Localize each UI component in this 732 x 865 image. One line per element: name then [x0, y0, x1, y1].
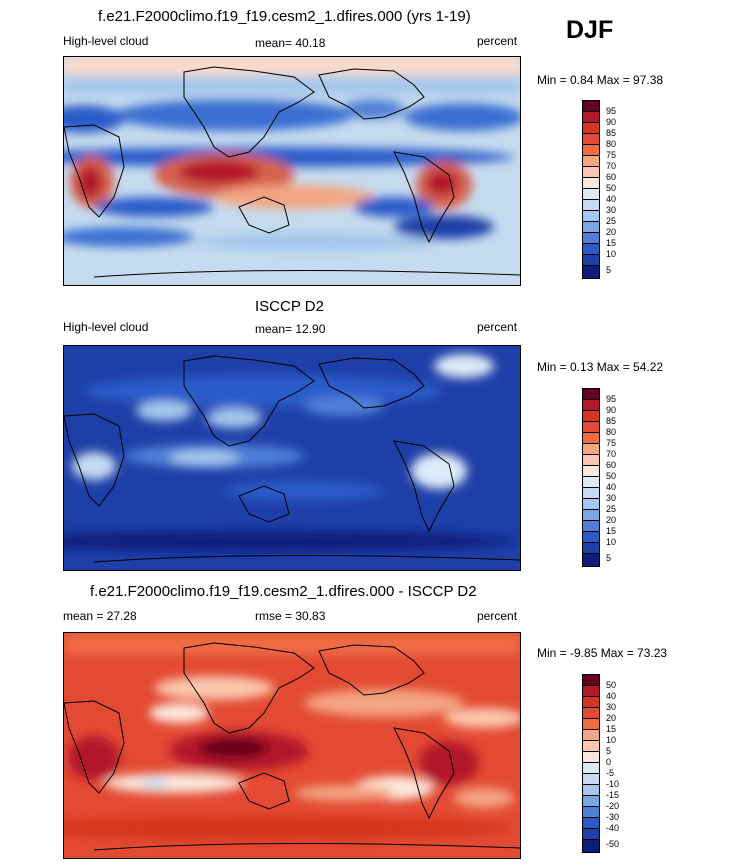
panel1-colorbar-tick: 80 [606, 139, 617, 149]
panel1-colorbar-tick: 75 [606, 150, 617, 160]
panel3-colorbar-tick: -15 [606, 790, 620, 800]
panel3-colorbar-tick: -10 [606, 779, 620, 789]
panel3-colorbar-tick: -40 [606, 823, 620, 833]
panel2-colorbar-tick: 50 [606, 471, 617, 481]
panel3-colorbar-cell [582, 839, 600, 853]
panel1-colorbar-tick: 85 [606, 128, 617, 138]
panel1-title: f.e21.F2000climo.f19_f19.cesm2_1.dfires.… [98, 8, 471, 25]
panel1-colorbar-tick: 10 [606, 249, 617, 259]
panel3-rmse-label: rmse = 30.83 [255, 609, 326, 623]
panel3-colorbar-tick: -5 [606, 768, 615, 778]
panel3-map [63, 632, 521, 859]
panel3-colorbar-tick: 40 [606, 691, 617, 701]
panel2-colorbar-tick: 5 [606, 553, 612, 563]
panel2-colorbar-tick: 80 [606, 427, 617, 437]
panel2-colorbar-tick: 90 [606, 405, 617, 415]
panel2-map [63, 345, 521, 571]
panel2-colorbar-tick: 30 [606, 493, 617, 503]
panel3-colorbar-tick: -30 [606, 812, 620, 822]
panel3-minmax-label: Min = -9.85 Max = 73.23 [537, 646, 668, 660]
panel2-title: ISCCP D2 [255, 298, 324, 315]
panel1-map-svg [64, 57, 520, 285]
panel2-map-svg [64, 346, 520, 570]
panel3-colorbar-tick: 30 [606, 702, 617, 712]
panel1-colorbar-tick: 60 [606, 172, 617, 182]
panel2-colorbar-tick: 15 [606, 526, 617, 536]
panel2-units-label: percent [477, 320, 518, 334]
panel1-colorbar: 95 90 85 80 75 70 60 50 40 30 25 20 15 1… [582, 100, 642, 280]
panel1-colorbar-tick: 40 [606, 194, 617, 204]
panel2-colorbar: 95 90 85 80 75 70 60 50 40 30 25 20 15 1… [582, 388, 642, 568]
panel1-colorbar-cell [582, 265, 600, 279]
panel2-colorbar-tick: 25 [606, 504, 617, 514]
panel3-colorbar-tick: 50 [606, 680, 617, 690]
panel1-variable-label: High-level cloud [63, 34, 149, 48]
panel3-colorbar-tick: -20 [606, 801, 620, 811]
panel3-title: f.e21.F2000climo.f19_f19.cesm2_1.dfires.… [90, 583, 477, 600]
panel2-colorbar-tick: 10 [606, 537, 617, 547]
panel1-colorbar-tick: 15 [606, 238, 617, 248]
panel2-variable-label: High-level cloud [63, 320, 149, 334]
panel1-minmax-label: Min = 0.84 Max = 97.38 [537, 73, 664, 87]
panel3-colorbar-tick: -50 [606, 839, 620, 849]
panel1-colorbar-tick: 95 [606, 106, 617, 116]
panel2-colorbar-cell [582, 553, 600, 567]
panel2-colorbar-tick: 95 [606, 394, 617, 404]
panel1-colorbar-tick: 90 [606, 117, 617, 127]
panel2-colorbar-tick: 75 [606, 438, 617, 448]
panel2-coastlines [64, 355, 520, 563]
panel2-colorbar-tick: 60 [606, 460, 617, 470]
panel3-colorbar-tick: 0 [606, 757, 612, 767]
panel3-colorbar-tick: 20 [606, 713, 617, 723]
panel1-mean-label: mean= 40.18 [255, 36, 326, 50]
panel3-map-svg [64, 633, 520, 858]
panel2-mean-label: mean= 12.90 [255, 322, 326, 336]
panel3-coastlines [64, 642, 520, 851]
panel1-coastlines [64, 66, 520, 278]
season-label: DJF [566, 16, 614, 44]
panel1-units-label: percent [477, 34, 518, 48]
panel2-colorbar-tick: 70 [606, 449, 617, 459]
panel2-colorbar-tick: 85 [606, 416, 617, 426]
panel2-colorbar-tick: 20 [606, 515, 617, 525]
panel3-units-label: percent [477, 609, 518, 623]
panel1-colorbar-tick: 50 [606, 183, 617, 193]
panel1-map [63, 56, 521, 286]
panel3-colorbar-tick: 15 [606, 724, 617, 734]
panel3-colorbar-tick: 5 [606, 746, 612, 756]
panel1-colorbar-tick: 30 [606, 205, 617, 215]
panel1-colorbar-tick: 20 [606, 227, 617, 237]
panel1-colorbar-tick: 70 [606, 161, 617, 171]
panel3-colorbar-tick: 10 [606, 735, 617, 745]
panel3-colorbar: 50 40 30 20 15 10 5 0 -5 -10 -15 -20 -30… [582, 674, 642, 856]
panel1-colorbar-tick: 5 [606, 265, 612, 275]
panel3-mean-label: mean = 27.28 [63, 609, 137, 623]
panel2-minmax-label: Min = 0.13 Max = 54.22 [537, 360, 664, 374]
panel2-colorbar-tick: 40 [606, 482, 617, 492]
panel1-colorbar-tick: 25 [606, 216, 617, 226]
